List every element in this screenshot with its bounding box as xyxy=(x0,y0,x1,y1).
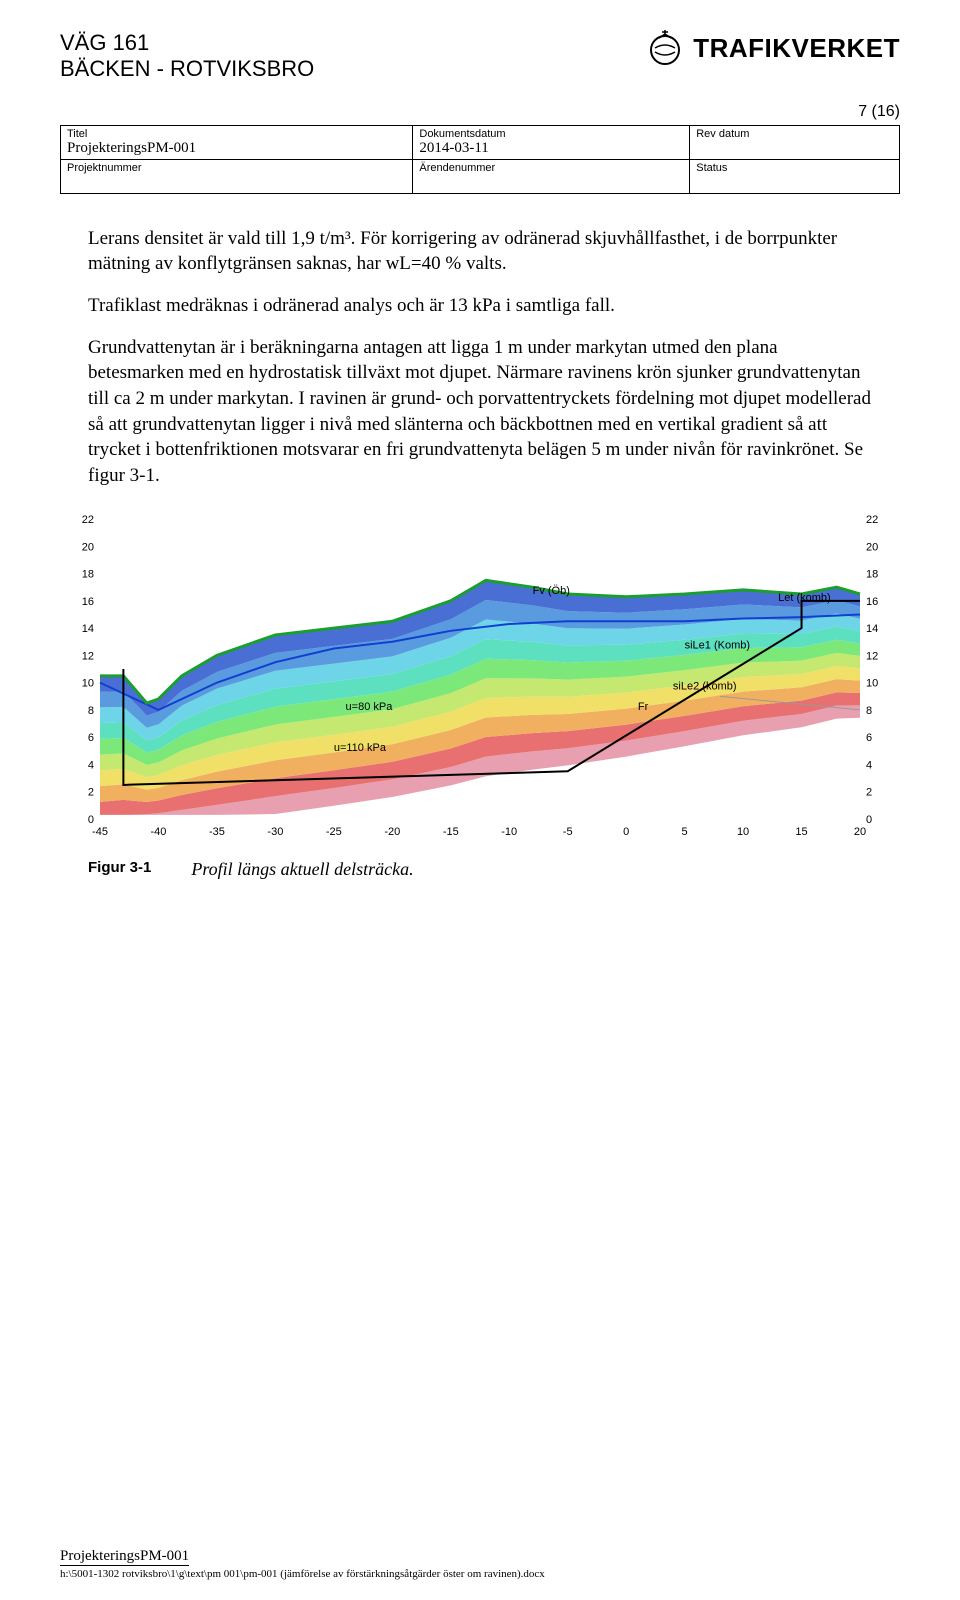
svg-text:u=110 kPa: u=110 kPa xyxy=(334,741,387,753)
dokdatum-label: Dokumentsdatum xyxy=(419,128,683,140)
svg-text:0: 0 xyxy=(88,814,94,826)
svg-text:14: 14 xyxy=(82,623,94,635)
footer-path: h:\5001-1302 rotviksbro\1\g\text\pm 001\… xyxy=(60,1568,900,1580)
svg-text:Fv (Öb): Fv (Öb) xyxy=(533,585,570,597)
revdatum-label: Rev datum xyxy=(696,128,893,140)
svg-text:10: 10 xyxy=(82,677,94,689)
svg-text:18: 18 xyxy=(82,568,94,580)
svg-text:8: 8 xyxy=(88,704,94,716)
titel-value: ProjekteringsPM-001 xyxy=(67,140,406,157)
figure-caption-row: Figur 3-1 Profil längs aktuell delsträck… xyxy=(60,859,900,880)
svg-text:siLe1 (Komb): siLe1 (Komb) xyxy=(685,639,750,651)
footer-title: ProjekteringsPM-001 xyxy=(60,1548,189,1566)
footer: ProjekteringsPM-001 h:\5001-1302 rotviks… xyxy=(60,1547,900,1580)
agency-logo: TRAFIKVERKET xyxy=(645,28,900,68)
figure-label: Figur 3-1 xyxy=(88,859,151,880)
svg-text:5: 5 xyxy=(682,826,688,838)
crown-icon xyxy=(645,28,685,68)
svg-text:20: 20 xyxy=(82,541,94,553)
svg-text:20: 20 xyxy=(866,541,878,553)
paragraph-3: Grundvattenytan är i beräkningarna antag… xyxy=(88,335,872,489)
svg-text:-15: -15 xyxy=(443,826,459,838)
svg-text:14: 14 xyxy=(866,623,878,635)
svg-text:12: 12 xyxy=(82,650,94,662)
svg-text:12: 12 xyxy=(866,650,878,662)
chart-svg: 00224466881010121214141616181820202222-4… xyxy=(60,509,900,849)
svg-text:16: 16 xyxy=(866,595,878,607)
svg-text:0: 0 xyxy=(623,826,629,838)
projnr-label: Projektnummer xyxy=(67,162,406,174)
svg-text:-5: -5 xyxy=(563,826,573,838)
svg-text:-30: -30 xyxy=(267,826,283,838)
titel-label: Titel xyxy=(67,128,406,140)
paragraph-2: Trafiklast medräknas i odränerad analys … xyxy=(88,293,872,319)
svg-text:-20: -20 xyxy=(384,826,400,838)
svg-text:16: 16 xyxy=(82,595,94,607)
svg-text:Fr: Fr xyxy=(638,700,649,712)
svg-text:2: 2 xyxy=(866,786,872,798)
body-content: Lerans densitet är vald till 1,9 t/m³. F… xyxy=(60,226,900,489)
svg-text:4: 4 xyxy=(88,759,94,771)
svg-text:-10: -10 xyxy=(501,826,517,838)
arende-label: Ärendenummer xyxy=(419,162,683,174)
svg-text:Let (komb): Let (komb) xyxy=(778,591,831,603)
svg-text:22: 22 xyxy=(82,514,94,526)
svg-text:6: 6 xyxy=(866,732,872,744)
svg-text:-35: -35 xyxy=(209,826,225,838)
agency-name: TRAFIKVERKET xyxy=(693,33,900,64)
figure-caption: Profil längs aktuell delsträcka. xyxy=(191,859,413,880)
profile-chart: 00224466881010121214141616181820202222-4… xyxy=(60,509,900,849)
svg-text:u=80 kPa: u=80 kPa xyxy=(346,700,394,712)
svg-text:0: 0 xyxy=(866,814,872,826)
svg-text:siLe2 (komb): siLe2 (komb) xyxy=(673,680,737,692)
svg-text:-25: -25 xyxy=(326,826,342,838)
svg-text:-45: -45 xyxy=(92,826,108,838)
status-label: Status xyxy=(696,162,893,174)
meta-table: Titel ProjekteringsPM-001 Dokumentsdatum… xyxy=(60,125,900,194)
svg-text:22: 22 xyxy=(866,514,878,526)
svg-text:4: 4 xyxy=(866,759,872,771)
svg-text:20: 20 xyxy=(854,826,866,838)
svg-text:8: 8 xyxy=(866,704,872,716)
svg-text:15: 15 xyxy=(795,826,807,838)
dokdatum-value: 2014-03-11 xyxy=(419,140,683,157)
page-number: 7 (16) xyxy=(60,103,900,121)
svg-text:10: 10 xyxy=(737,826,749,838)
svg-text:10: 10 xyxy=(866,677,878,689)
svg-text:-40: -40 xyxy=(151,826,167,838)
svg-text:6: 6 xyxy=(88,732,94,744)
paragraph-1: Lerans densitet är vald till 1,9 t/m³. F… xyxy=(88,226,872,277)
svg-text:18: 18 xyxy=(866,568,878,580)
svg-text:2: 2 xyxy=(88,786,94,798)
